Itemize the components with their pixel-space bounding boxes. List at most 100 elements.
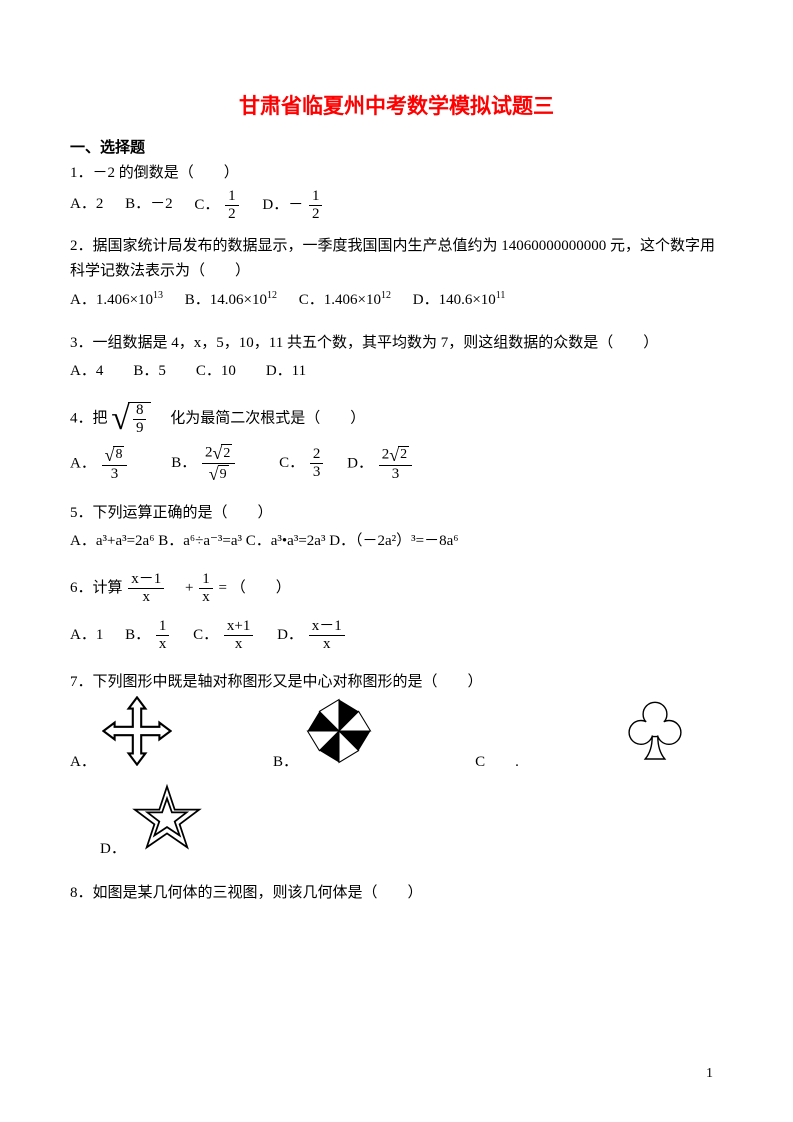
q8-stem: 8．如图是某几何体的三视图，则该几何体是（ ） — [70, 881, 723, 907]
q1-opt-c: C． 1 2 — [194, 189, 240, 222]
q4-opt-c: C． 2 3 — [279, 447, 325, 480]
sqrt-icon: √9 — [209, 465, 229, 483]
q2-c-text: C．1.406×10 — [299, 292, 381, 308]
sqrt-icon: √2 — [389, 446, 409, 464]
coef: 2 — [382, 446, 390, 462]
q2-opt-b: B．14.06×1012 — [185, 287, 277, 314]
page-number: 1 — [706, 1066, 713, 1082]
q6-stem-pre: 6．计算 — [70, 580, 123, 596]
fraction-icon: 1 2 — [225, 189, 239, 222]
fraction-icon: x+1 x — [224, 619, 253, 652]
radicand: 8 — [113, 446, 124, 464]
q6-opt-b: B． 1 x — [125, 619, 171, 652]
q6-opt-d: D． x－1 x — [277, 619, 347, 652]
q2-a-exp: 13 — [153, 290, 163, 301]
q7-d-label: D． — [100, 837, 126, 863]
question-8: 8．如图是某几何体的三视图，则该几何体是（ ） — [70, 881, 723, 907]
frac-num: 1 — [225, 189, 239, 206]
q5-options: A．a³+a³=2a⁶ B．a⁶÷a⁻³=a³ C．a³•a³=2a³ D．（－… — [70, 529, 723, 555]
q2-opt-d: D．140.6×1011 — [413, 287, 506, 314]
q2-d-text: D．140.6×10 — [413, 292, 496, 308]
q1-opt-d: D．－ 1 2 — [262, 189, 324, 222]
q6-stem-post: = （ ） — [219, 580, 291, 596]
frac-den: 3 — [379, 466, 412, 482]
frac-num: 2√2 — [379, 446, 412, 466]
radicand: 8 9 — [128, 402, 152, 436]
q6-opt-c: C． x+1 x — [193, 619, 255, 652]
q7-opt-c-shape — [620, 696, 690, 776]
q2-a-text: A．1.406×10 — [70, 292, 153, 308]
question-1: 1．－2 的倒数是（ ） A．2 B．－2 C． 1 2 D．－ 1 2 — [70, 161, 723, 222]
q7-options-row1: A． B． — [70, 696, 690, 776]
q6-stem: 6．计算 x－1 x + 1 x = （ ） — [70, 572, 723, 605]
q4-stem-post: 化为最简二次根式是（ ） — [155, 410, 365, 426]
frac-den: 2 — [225, 206, 239, 222]
fraction-icon: 2√2 3 — [379, 446, 412, 482]
pinwheel-icon — [304, 696, 374, 776]
frac-num: √8 — [102, 446, 128, 466]
fraction-icon: 1 x — [199, 572, 213, 605]
q3-options: A．4 B．5 C．10 D．11 — [70, 359, 723, 385]
frac-den: 3 — [310, 464, 324, 480]
q2-b-text: B．14.06×10 — [185, 292, 267, 308]
fraction-icon: √8 3 — [102, 446, 128, 482]
star-icon — [132, 783, 202, 863]
q2-opt-c: C．1.406×1012 — [299, 287, 391, 314]
frac-den: x — [199, 589, 213, 605]
frac-den: x — [224, 636, 253, 652]
q7-c-label: C . — [475, 750, 519, 776]
frac-den: 3 — [102, 466, 128, 482]
radicand: 9 — [218, 465, 229, 483]
question-4: 4．把 √ 8 9 化为最简二次根式是（ ） A． √8 3 B． — [70, 402, 723, 483]
q7-opt-d: D． — [100, 783, 723, 863]
q1-opt-d-label: D．－ — [262, 196, 303, 212]
q1-stem: 1．－2 的倒数是（ ） — [70, 161, 723, 187]
q4-stem-pre: 4．把 — [70, 410, 108, 426]
q7-opt-a: A． — [70, 696, 172, 776]
sqrt-icon: √2 — [213, 444, 233, 462]
frac-den: x — [128, 589, 164, 605]
fraction-icon: x－1 x — [309, 619, 345, 652]
q6-options: A．1 B． 1 x C． x+1 x D． x－1 x — [70, 619, 723, 652]
q2-c-exp: 12 — [381, 290, 391, 301]
q5-stem: 5．下列运算正确的是（ ） — [70, 501, 723, 527]
q4-b-label: B． — [171, 455, 196, 471]
question-3: 3．一组数据是 4，x，5，10，11 共五个数，其平均数为 7，则这组数据的众… — [70, 331, 723, 384]
q6-b-label: B． — [125, 627, 150, 643]
frac-den: √9 — [202, 464, 235, 483]
sqrt-icon: √8 — [105, 446, 125, 464]
question-6: 6．计算 x－1 x + 1 x = （ ） A．1 B． 1 x C． x+1… — [70, 572, 723, 652]
fraction-icon: x－1 x — [128, 572, 164, 605]
frac-den: x — [156, 636, 170, 652]
question-7: 7．下列图形中既是轴对称图形又是中心对称图形的是（ ） A． B． — [70, 670, 723, 863]
q4-opt-b: B． 2√2 √9 — [171, 444, 237, 483]
q3-stem: 3．一组数据是 4，x，5，10，11 共五个数，其平均数为 7，则这组数据的众… — [70, 331, 723, 357]
frac-num: 2√2 — [202, 444, 235, 464]
fraction-icon: 1 x — [156, 619, 170, 652]
coef: 2 — [205, 444, 213, 460]
frac-den: x — [309, 636, 345, 652]
q6-d-label: D． — [277, 627, 303, 643]
q4-opt-d: D． 2√2 3 — [347, 446, 414, 482]
frac-num: 2 — [310, 447, 324, 464]
q1-opt-a: A．2 — [70, 192, 103, 218]
q7-opt-c: C . — [475, 750, 519, 776]
q2-d-exp: 11 — [496, 290, 506, 301]
q1-opt-b: B．－2 — [125, 192, 173, 218]
q2-options: A．1.406×1013 B．14.06×1012 C．1.406×1012 D… — [70, 287, 723, 314]
frac-num: 1 — [199, 572, 213, 589]
q4-options: A． √8 3 B． 2√2 √9 C． 2 3 — [70, 444, 723, 483]
frac-num: 1 — [156, 619, 170, 636]
q7-b-label: B． — [273, 750, 298, 776]
q4-a-label: A． — [70, 455, 96, 471]
q4-stem: 4．把 √ 8 9 化为最简二次根式是（ ） — [70, 402, 723, 436]
fraction-icon: 2√2 √9 — [202, 444, 235, 483]
q7-opt-b: B． — [273, 696, 374, 776]
question-5: 5．下列运算正确的是（ ） A．a³+a³=2a⁶ B．a⁶÷a⁻³=a³ C．… — [70, 501, 723, 554]
frac-num: x－1 — [128, 572, 164, 589]
frac-num: x+1 — [224, 619, 253, 636]
section-heading-1: 一、选择题 — [70, 136, 723, 157]
frac-num: 8 — [133, 403, 147, 420]
plus-sign: + — [185, 580, 193, 596]
q2-opt-a: A．1.406×1013 — [70, 287, 163, 314]
